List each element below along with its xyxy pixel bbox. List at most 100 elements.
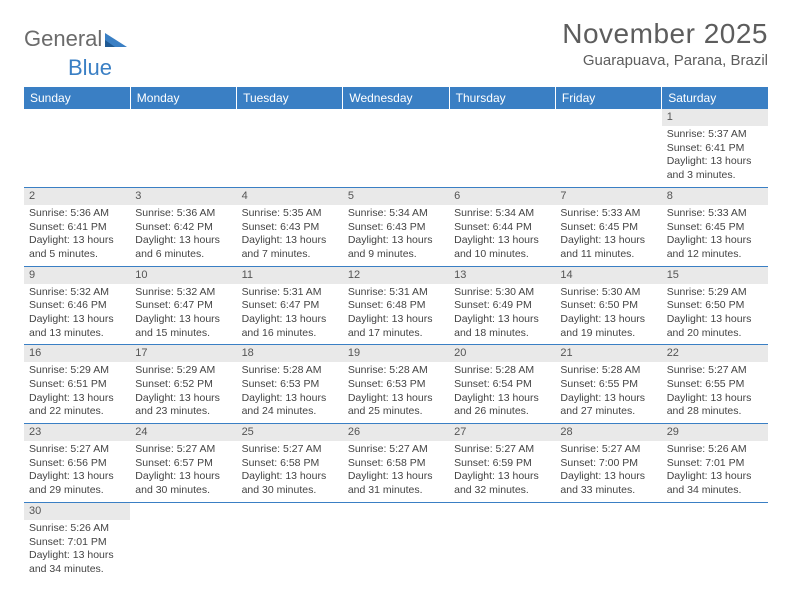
calendar-cell: ..: [130, 109, 236, 187]
weekday-header: Friday: [555, 87, 661, 109]
sunrise-text: Sunrise: 5:31 AM: [348, 286, 444, 300]
sunrise-text: Sunrise: 5:29 AM: [135, 364, 231, 378]
sunset-text: Sunset: 6:54 PM: [454, 378, 550, 392]
title-block: November 2025 Guarapuava, Parana, Brazil: [562, 18, 768, 69]
daylight-text: Daylight: 13 hours and 34 minutes.: [667, 470, 763, 497]
day-number: 20: [449, 345, 555, 362]
sunset-text: Sunset: 6:45 PM: [560, 221, 656, 235]
daylight-text: Daylight: 13 hours and 24 minutes.: [242, 392, 338, 419]
daylight-text: Daylight: 13 hours and 11 minutes.: [560, 234, 656, 261]
sunrise-text: Sunrise: 5:33 AM: [560, 207, 656, 221]
sunset-text: Sunset: 6:47 PM: [135, 299, 231, 313]
day-details: Sunrise: 5:36 AMSunset: 6:41 PMDaylight:…: [24, 205, 130, 266]
calendar-cell: 15Sunrise: 5:29 AMSunset: 6:50 PMDayligh…: [662, 266, 768, 345]
daylight-text: Daylight: 13 hours and 3 minutes.: [667, 155, 763, 182]
calendar-cell: ..: [555, 502, 661, 580]
calendar-cell: ..: [24, 109, 130, 187]
sunrise-text: Sunrise: 5:29 AM: [29, 364, 125, 378]
day-number: 12: [343, 267, 449, 284]
sunrise-text: Sunrise: 5:27 AM: [135, 443, 231, 457]
daylight-text: Daylight: 13 hours and 34 minutes.: [29, 549, 125, 576]
day-details: Sunrise: 5:32 AMSunset: 6:47 PMDaylight:…: [130, 284, 236, 345]
day-details: Sunrise: 5:30 AMSunset: 6:50 PMDaylight:…: [555, 284, 661, 345]
day-details: Sunrise: 5:29 AMSunset: 6:51 PMDaylight:…: [24, 362, 130, 423]
day-number: 10: [130, 267, 236, 284]
day-details: Sunrise: 5:29 AMSunset: 6:50 PMDaylight:…: [662, 284, 768, 345]
calendar-table: Sunday Monday Tuesday Wednesday Thursday…: [24, 87, 768, 581]
calendar-row: ............1Sunrise: 5:37 AMSunset: 6:4…: [24, 109, 768, 187]
weekday-header: Tuesday: [237, 87, 343, 109]
day-details: Sunrise: 5:29 AMSunset: 6:52 PMDaylight:…: [130, 362, 236, 423]
daylight-text: Daylight: 13 hours and 20 minutes.: [667, 313, 763, 340]
sunset-text: Sunset: 7:01 PM: [29, 536, 125, 550]
day-details: Sunrise: 5:31 AMSunset: 6:47 PMDaylight:…: [237, 284, 343, 345]
day-details: Sunrise: 5:33 AMSunset: 6:45 PMDaylight:…: [662, 205, 768, 266]
calendar-cell: ..: [662, 502, 768, 580]
sunrise-text: Sunrise: 5:34 AM: [348, 207, 444, 221]
sunrise-text: Sunrise: 5:30 AM: [560, 286, 656, 300]
calendar-cell: 4Sunrise: 5:35 AMSunset: 6:43 PMDaylight…: [237, 187, 343, 266]
daylight-text: Daylight: 13 hours and 5 minutes.: [29, 234, 125, 261]
daylight-text: Daylight: 13 hours and 31 minutes.: [348, 470, 444, 497]
sunset-text: Sunset: 6:49 PM: [454, 299, 550, 313]
daylight-text: Daylight: 13 hours and 29 minutes.: [29, 470, 125, 497]
sunrise-text: Sunrise: 5:28 AM: [348, 364, 444, 378]
day-details: Sunrise: 5:28 AMSunset: 6:54 PMDaylight:…: [449, 362, 555, 423]
day-number: 8: [662, 188, 768, 205]
day-number: 22: [662, 345, 768, 362]
calendar-row: 30 Sunrise: 5:26 AMSunset: 7:01 PMDayligh…: [24, 502, 768, 580]
day-details: Sunrise: 5:32 AMSunset: 6:46 PMDaylight:…: [24, 284, 130, 345]
calendar-cell: 22Sunrise: 5:27 AMSunset: 6:55 PMDayligh…: [662, 345, 768, 424]
sunrise-text: Sunrise: 5:27 AM: [348, 443, 444, 457]
sunset-text: Sunset: 6:57 PM: [135, 457, 231, 471]
sunrise-text: Sunrise: 5:26 AM: [667, 443, 763, 457]
calendar-cell: ..: [130, 502, 236, 580]
calendar-cell: 21Sunrise: 5:28 AMSunset: 6:55 PMDayligh…: [555, 345, 661, 424]
sunset-text: Sunset: 6:53 PM: [348, 378, 444, 392]
sunrise-text: Sunrise: 5:37 AM: [667, 128, 763, 142]
day-details: Sunrise: 5:28 AMSunset: 6:55 PMDaylight:…: [555, 362, 661, 423]
day-number: 27: [449, 424, 555, 441]
daylight-text: Daylight: 13 hours and 33 minutes.: [560, 470, 656, 497]
day-number: 16: [24, 345, 130, 362]
sunrise-text: Sunrise: 5:36 AM: [135, 207, 231, 221]
calendar-row: 23Sunrise: 5:27 AMSunset: 6:56 PMDayligh…: [24, 424, 768, 503]
calendar-cell: 29Sunrise: 5:26 AMSunset: 7:01 PMDayligh…: [662, 424, 768, 503]
sunrise-text: Sunrise: 5:36 AM: [29, 207, 125, 221]
sunset-text: Sunset: 6:55 PM: [560, 378, 656, 392]
logo-text-blue: Blue: [68, 55, 112, 81]
sunset-text: Sunset: 6:42 PM: [135, 221, 231, 235]
day-details: Sunrise: 5:27 AMSunset: 6:55 PMDaylight:…: [662, 362, 768, 423]
sunrise-text: Sunrise: 5:33 AM: [667, 207, 763, 221]
day-number: 17: [130, 345, 236, 362]
day-number: 23: [24, 424, 130, 441]
sunset-text: Sunset: 7:00 PM: [560, 457, 656, 471]
sunset-text: Sunset: 6:47 PM: [242, 299, 338, 313]
sunset-text: Sunset: 6:44 PM: [454, 221, 550, 235]
sunrise-text: Sunrise: 5:35 AM: [242, 207, 338, 221]
day-number: 1: [662, 109, 768, 126]
sunrise-text: Sunrise: 5:34 AM: [454, 207, 550, 221]
sunset-text: Sunset: 6:48 PM: [348, 299, 444, 313]
day-details: Sunrise: 5:34 AMSunset: 6:44 PMDaylight:…: [449, 205, 555, 266]
daylight-text: Daylight: 13 hours and 25 minutes.: [348, 392, 444, 419]
weekday-header: Sunday: [24, 87, 130, 109]
sunrise-text: Sunrise: 5:26 AM: [29, 522, 125, 536]
daylight-text: Daylight: 13 hours and 6 minutes.: [135, 234, 231, 261]
calendar-cell: 28Sunrise: 5:27 AMSunset: 7:00 PMDayligh…: [555, 424, 661, 503]
day-number: 28: [555, 424, 661, 441]
day-number: 5: [343, 188, 449, 205]
calendar-cell: 17Sunrise: 5:29 AMSunset: 6:52 PMDayligh…: [130, 345, 236, 424]
calendar-cell: 26Sunrise: 5:27 AMSunset: 6:58 PMDayligh…: [343, 424, 449, 503]
sunrise-text: Sunrise: 5:27 AM: [667, 364, 763, 378]
calendar-cell: 14Sunrise: 5:30 AMSunset: 6:50 PMDayligh…: [555, 266, 661, 345]
sunrise-text: Sunrise: 5:29 AM: [667, 286, 763, 300]
day-number: 26: [343, 424, 449, 441]
daylight-text: Daylight: 13 hours and 30 minutes.: [135, 470, 231, 497]
daylight-text: Daylight: 13 hours and 9 minutes.: [348, 234, 444, 261]
weekday-header: Thursday: [449, 87, 555, 109]
page-title: November 2025: [562, 18, 768, 50]
sunset-text: Sunset: 6:51 PM: [29, 378, 125, 392]
day-number: 6: [449, 188, 555, 205]
day-number: 30: [24, 503, 130, 520]
